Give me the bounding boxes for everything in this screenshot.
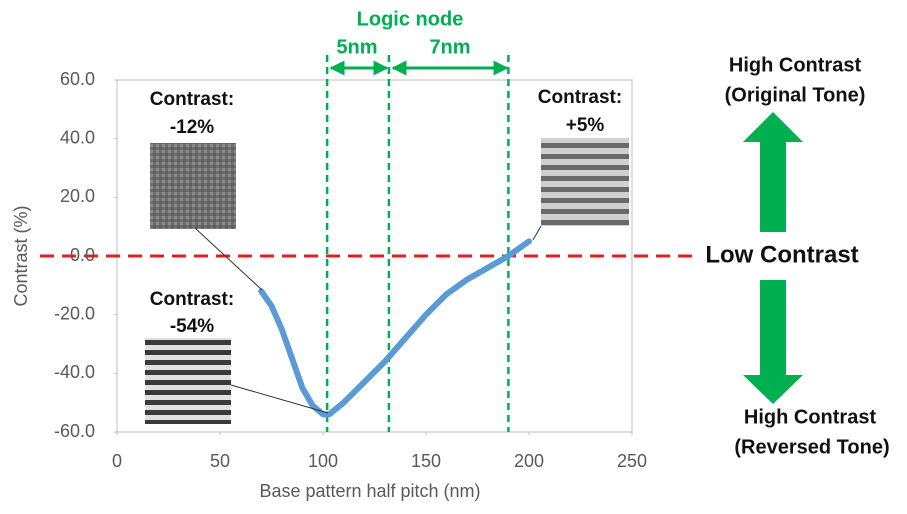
annotation: (Original Tone) <box>725 84 866 106</box>
sem-image <box>145 338 231 424</box>
leader-line <box>195 228 262 290</box>
annotation: 5nm <box>336 36 377 58</box>
annotation: Contrast: <box>538 87 622 108</box>
annotation: -12% <box>170 117 214 138</box>
y-tick-label: 40.0 <box>60 127 95 147</box>
chart: Logic node 5nm 7nm Contrast: -12% Contra… <box>0 0 907 509</box>
x-tick-label: 150 <box>411 451 441 471</box>
sem-image <box>150 143 236 229</box>
y-axis-label: Contrast (%) <box>11 205 31 306</box>
annotation: Contrast: <box>150 289 234 310</box>
y-tick-label: -60.0 <box>54 421 95 441</box>
annotation: (Reversed Tone) <box>734 436 889 458</box>
annotation: High Contrast <box>729 54 862 76</box>
sem-image <box>541 138 629 226</box>
leader-line <box>533 226 541 240</box>
x-tick-label: 0 <box>112 451 122 471</box>
y-tick-label: 60.0 <box>60 69 95 89</box>
y-tick-label: 0.0 <box>70 245 95 265</box>
leader-line <box>231 385 328 413</box>
annotation: Logic node <box>357 8 464 30</box>
annotation: High Contrast <box>744 406 877 428</box>
annotation: 7nm <box>429 36 470 58</box>
y-tick-label: -40.0 <box>54 362 95 382</box>
annotation: Contrast: <box>150 89 234 110</box>
y-tick-label: 20.0 <box>60 186 95 206</box>
y-tick-label: -20.0 <box>54 303 95 323</box>
x-tick-label: 50 <box>210 451 230 471</box>
x-tick-label: 100 <box>308 451 338 471</box>
x-tick-label: 200 <box>514 451 544 471</box>
data-line <box>261 241 529 414</box>
annotation: -54% <box>170 316 214 337</box>
x-tick-label: 250 <box>617 451 647 471</box>
x-axis-label: Base pattern half pitch (nm) <box>259 481 480 501</box>
down-arrow <box>743 280 803 404</box>
annotation: Low Contrast <box>705 241 858 268</box>
annotation: +5% <box>566 115 605 136</box>
up-arrow <box>743 112 803 232</box>
